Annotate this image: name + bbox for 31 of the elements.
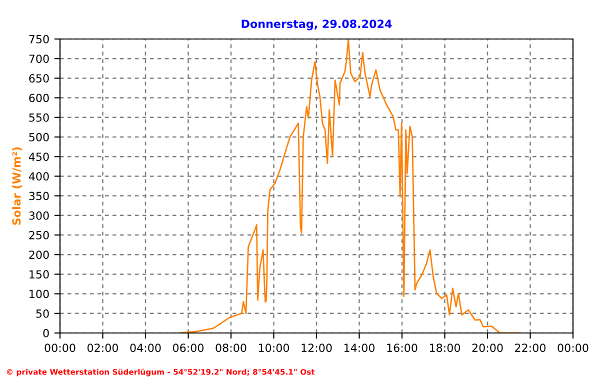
x-tick-label: 16:00: [387, 344, 418, 352]
y-tick-label: 250: [29, 230, 49, 240]
y-tick-label: 650: [29, 74, 49, 83]
y-tick-label: 0: [43, 328, 49, 338]
x-tick-label: 06:00: [172, 344, 204, 352]
x-tick-label: 04:00: [130, 344, 161, 352]
y-tick-label: 700: [29, 54, 49, 63]
x-tick-label: 14:00: [344, 344, 375, 352]
x-tick-label: 08:00: [216, 344, 246, 352]
y-tick-label: 550: [29, 113, 49, 122]
x-tick-label: 00:00: [558, 344, 588, 352]
y-tick-label: 200: [29, 250, 49, 259]
y-tick-label: 350: [29, 192, 49, 200]
y-tick-label: 750: [29, 34, 49, 44]
y-tick-label: 100: [30, 290, 49, 298]
y-tick-label: 600: [29, 94, 49, 102]
x-tick-label: 00:00: [44, 344, 76, 352]
x-tick-label: 10:00: [258, 344, 290, 352]
y-tick-label: 50: [36, 309, 49, 318]
x-tick-label: 20:00: [472, 344, 503, 352]
y-tick-label: 500: [29, 132, 49, 142]
y-tick-label: 400: [28, 172, 49, 181]
chart-title: Donnerstag, 29.08.2024: [242, 20, 392, 30]
y-tick-label: 450: [28, 152, 49, 161]
y-tick-label: 150: [30, 270, 49, 279]
y-axis-title: Solar (W/m²): [12, 147, 22, 225]
x-tick-label: 02:00: [87, 344, 118, 352]
x-tick-label: 12:00: [302, 344, 332, 352]
y-tick-label: 300: [29, 211, 49, 220]
x-tick-label: 22:00: [515, 344, 546, 352]
x-tick-label: 18:00: [430, 344, 460, 352]
